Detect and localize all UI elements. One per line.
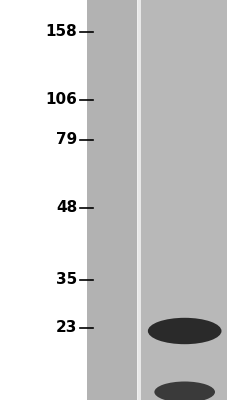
- Ellipse shape: [147, 318, 220, 344]
- FancyBboxPatch shape: [86, 0, 136, 400]
- Text: 158: 158: [46, 24, 77, 40]
- Ellipse shape: [154, 382, 214, 400]
- Text: 48: 48: [56, 200, 77, 216]
- FancyBboxPatch shape: [141, 0, 227, 400]
- Text: 79: 79: [56, 132, 77, 148]
- Text: 35: 35: [56, 272, 77, 288]
- Text: 106: 106: [45, 92, 77, 108]
- FancyBboxPatch shape: [0, 0, 86, 400]
- Text: 23: 23: [56, 320, 77, 336]
